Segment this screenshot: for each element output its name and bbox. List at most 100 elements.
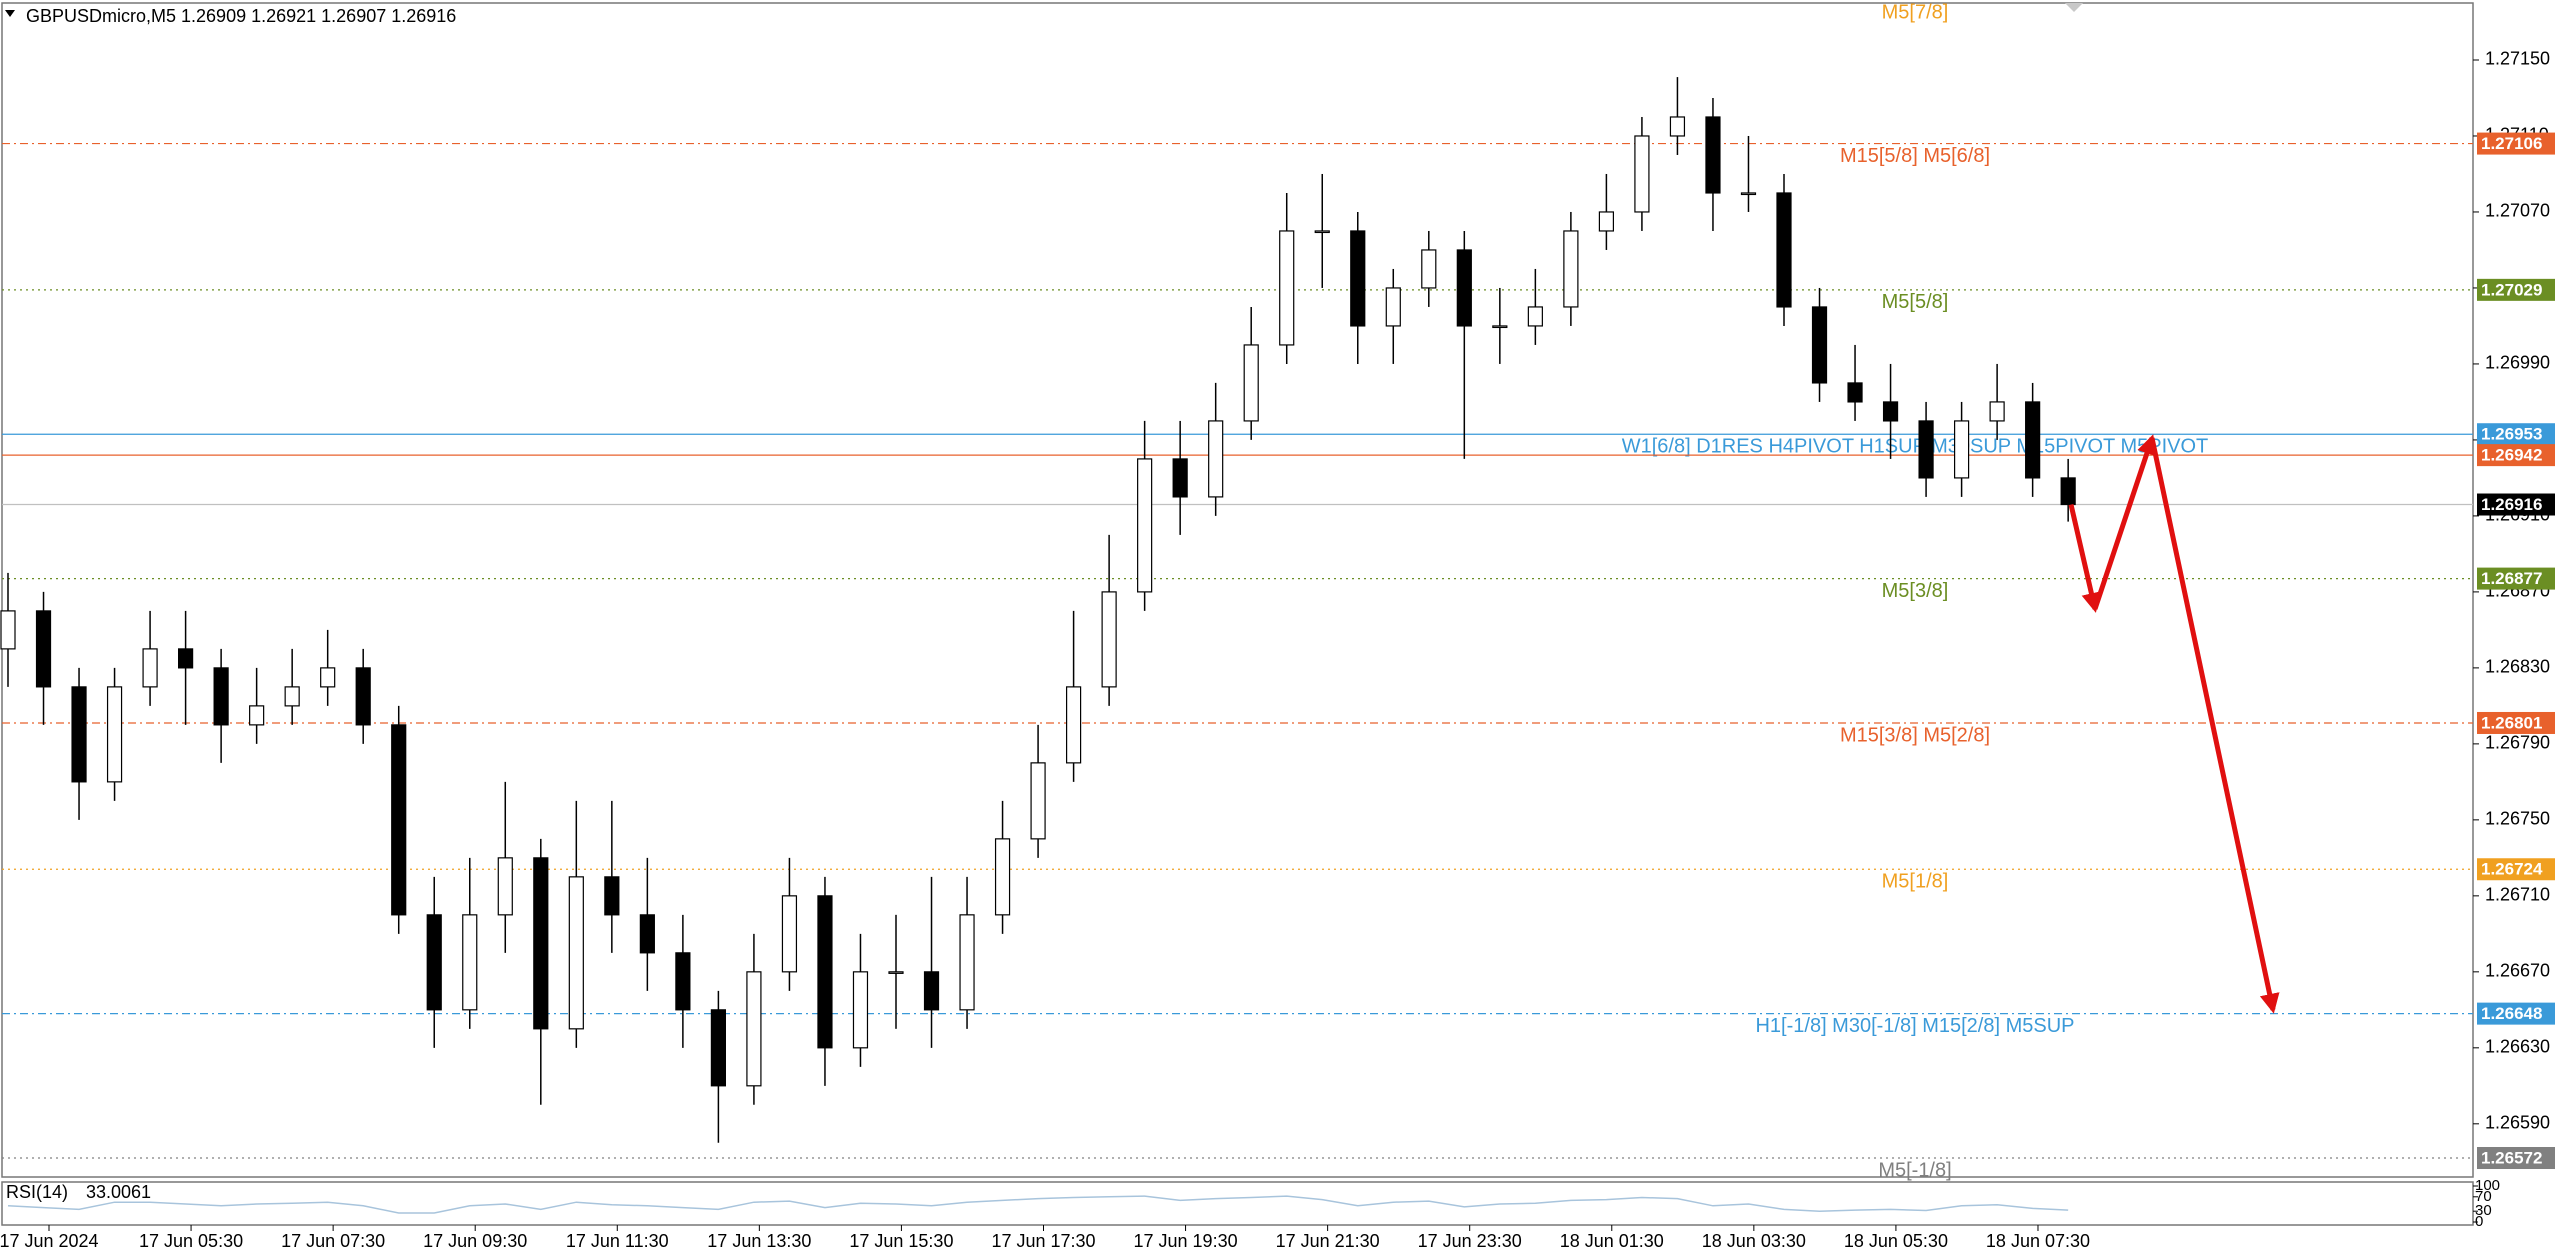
level-label: M5[-1/8] <box>1878 1159 1951 1181</box>
x-tick-label: 17 Jun 2024 <box>0 1231 99 1251</box>
candle-body <box>533 857 549 1030</box>
x-tick-label: 17 Jun 07:30 <box>281 1231 385 1251</box>
y-tick-label: 1.26670 <box>2485 961 2550 981</box>
candle-body <box>959 914 975 1011</box>
candle-body <box>2025 401 2041 479</box>
level-label: M15[5/8] M5[6/8] <box>1840 145 1990 167</box>
candle-body <box>1953 420 1970 479</box>
y-tick-label: 1.26790 <box>2485 733 2550 753</box>
rsi-panel <box>1 1181 2474 1226</box>
y-tick-label: 1.26990 <box>2485 353 2550 373</box>
price-box-label: 1.26942 <box>2481 446 2542 465</box>
y-tick-label: 1.26630 <box>2485 1037 2550 1057</box>
candle-body <box>106 686 123 783</box>
y-tick-label: 1.27150 <box>2485 49 2550 69</box>
candle-body <box>142 648 158 688</box>
level-label: M5[1/8] <box>1882 871 1949 893</box>
x-tick-label: 18 Jun 07:30 <box>1986 1231 2090 1251</box>
price-box <box>2477 132 2555 155</box>
price-box <box>2477 858 2555 881</box>
level-label: M15[3/8] M5[2/8] <box>1840 724 1990 746</box>
forecast-arrow <box>2092 434 2157 610</box>
candle-body <box>391 724 407 916</box>
rsi-tick-label: 30 <box>2475 1202 2492 1219</box>
main-panel <box>1 2 2474 1178</box>
x-tick-label: 18 Jun 03:30 <box>1702 1231 1806 1251</box>
x-tick-label: 17 Jun 11:30 <box>566 1231 669 1251</box>
price-box <box>2477 423 2555 446</box>
price-box <box>2477 1002 2555 1025</box>
candle-body <box>1740 192 1757 196</box>
candle-body <box>675 952 691 1011</box>
chart-title: GBPUSDmicro,M5 1.26909 1.26921 1.26907 1… <box>26 6 456 26</box>
candle-body <box>1314 230 1330 234</box>
price-box <box>2477 444 2555 467</box>
candle-body <box>1279 230 1295 346</box>
candle-body <box>1776 192 1792 308</box>
candle-body <box>0 610 16 650</box>
price-box <box>2477 567 2555 590</box>
x-tick-label: 18 Jun 05:30 <box>1844 1231 1948 1251</box>
candle-body <box>1421 249 1437 289</box>
candle-body <box>1918 420 1934 479</box>
candle-body <box>284 686 300 707</box>
y-tick-label: 1.26750 <box>2485 809 2550 829</box>
candle-body <box>888 971 904 974</box>
candle-body <box>1598 211 1615 232</box>
y-tick-label: 1.27070 <box>2485 201 2550 221</box>
candle-body <box>1811 306 1828 384</box>
candle-body <box>1563 230 1579 308</box>
rsi-tick-label: 0 <box>2475 1213 2483 1230</box>
candle-body <box>1456 249 1472 327</box>
candle-body <box>1385 287 1401 327</box>
price-box <box>2477 711 2555 734</box>
candle-body <box>1101 591 1117 688</box>
candle-body <box>249 705 265 726</box>
candle-body <box>817 895 833 1049</box>
price-box-label: 1.27106 <box>2481 134 2542 153</box>
rsi-value: 33.0061 <box>86 1182 151 1202</box>
candle-body <box>1847 382 1863 403</box>
candle-body <box>1527 306 1543 327</box>
candle-body <box>178 648 194 669</box>
price-box-label: 1.27029 <box>2481 280 2542 299</box>
x-tick-label: 17 Jun 15:30 <box>849 1231 953 1251</box>
candle-body <box>1172 458 1188 498</box>
price-box-label: 1.26916 <box>2481 495 2542 514</box>
x-tick-label: 18 Jun 01:30 <box>1560 1231 1664 1251</box>
price-box-label: 1.26877 <box>2481 569 2542 588</box>
level-label: W1[6/8] D1RES H4PIVOT H1SUP M30SUP M15PI… <box>1622 436 2209 458</box>
forecast-arrow <box>2149 437 2280 1014</box>
menu-triangle[interactable] <box>5 10 15 17</box>
candle-body <box>1208 420 1224 498</box>
candle-body <box>1350 230 1366 327</box>
forecast-arrow <box>2068 503 2102 613</box>
candle-body <box>994 838 1011 916</box>
candle-body <box>710 1009 727 1087</box>
price-box-label: 1.26724 <box>2481 860 2543 879</box>
candle-body <box>1669 116 1686 137</box>
candle-body <box>1989 401 2005 422</box>
candle-body <box>462 914 478 1011</box>
price-box-label: 1.26648 <box>2481 1004 2542 1023</box>
x-tick-label: 17 Jun 21:30 <box>1276 1231 1380 1251</box>
rsi-name: RSI(14) <box>6 1182 68 1202</box>
candle-body <box>355 667 371 726</box>
candle-body <box>2060 477 2076 506</box>
level-label: M5[3/8] <box>1882 580 1949 602</box>
candle-body <box>1882 401 1899 422</box>
candle-body <box>604 876 620 916</box>
candle-body <box>1634 135 1650 213</box>
price-box-label: 1.26801 <box>2481 713 2542 732</box>
price-box-label: 1.26572 <box>2481 1148 2542 1167</box>
x-tick-label: 17 Jun 17:30 <box>991 1231 1095 1251</box>
price-box <box>2477 278 2555 301</box>
level-label: M5[7/8] <box>1882 1 1949 23</box>
x-tick-label: 17 Jun 13:30 <box>707 1231 811 1251</box>
candle-body <box>71 686 87 783</box>
candle-body <box>1243 344 1259 422</box>
y-tick-label: 1.26590 <box>2485 1113 2550 1133</box>
candle-body <box>213 667 229 726</box>
price-box-label: 1.26953 <box>2481 425 2542 444</box>
